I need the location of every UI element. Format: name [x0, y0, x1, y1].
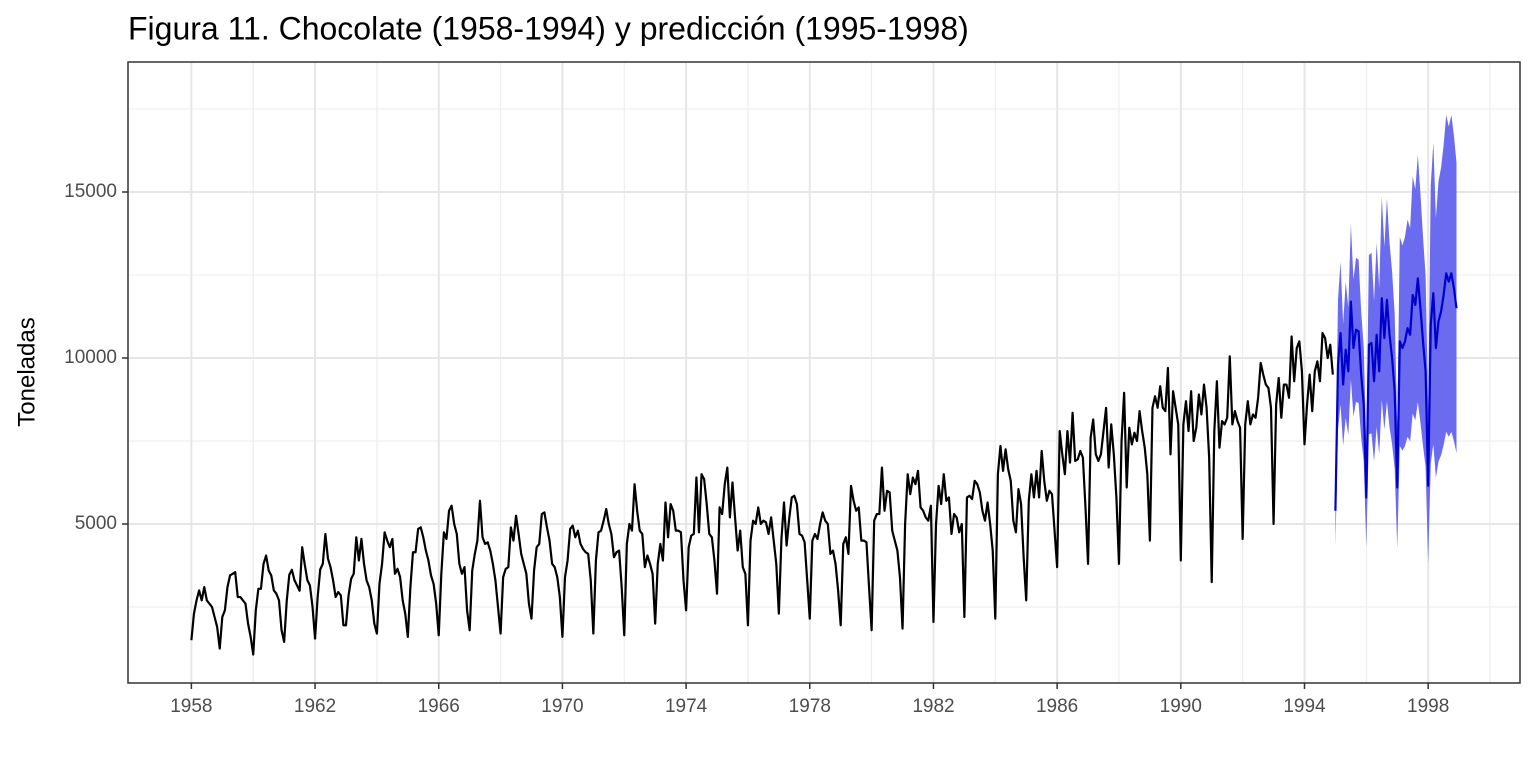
- x-tick-label: 1962: [294, 696, 336, 717]
- chart-title: Figura 11. Chocolate (1958-1994) y predi…: [128, 10, 969, 46]
- x-tick-label: 1994: [1283, 696, 1326, 717]
- x-tick-label: 1978: [789, 696, 831, 717]
- x-tick-label: 1982: [912, 696, 954, 717]
- series-line: [190, 332, 1334, 656]
- series-line: [1334, 272, 1458, 511]
- x-tick-label: 1970: [541, 696, 583, 717]
- x-tick-label: 1974: [665, 696, 708, 717]
- x-tick-label: 1966: [418, 696, 460, 717]
- plot-frame: [127, 61, 1521, 684]
- x-tick-label: 1998: [1407, 696, 1449, 717]
- x-tick-label: 1958: [170, 696, 212, 717]
- x-tick-label: 1986: [1036, 696, 1078, 717]
- y-tick-label: 5000: [75, 513, 117, 534]
- y-tick-label: 15000: [64, 181, 117, 202]
- y-tick-label: 10000: [64, 347, 117, 368]
- y-axis-label: Toneladas: [13, 317, 40, 426]
- x-tick-label: 1990: [1160, 696, 1202, 717]
